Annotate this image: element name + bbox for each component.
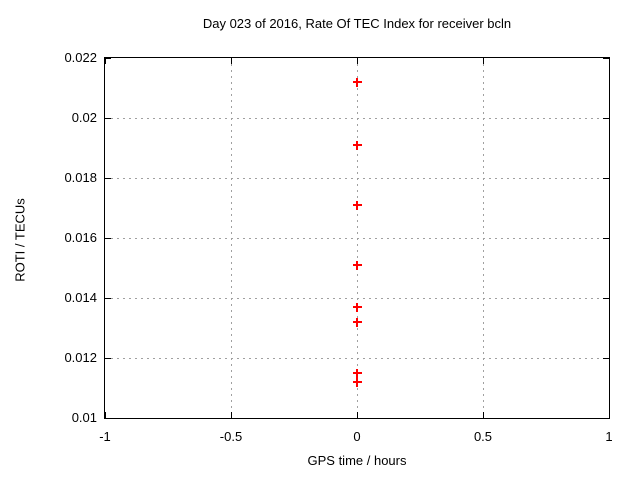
tick-mark bbox=[603, 177, 609, 179]
y-tick-label: 0.014 bbox=[64, 290, 97, 305]
grid-line-vertical bbox=[482, 58, 484, 418]
tick-mark bbox=[603, 117, 609, 119]
tick-mark bbox=[356, 58, 358, 64]
tick-mark bbox=[603, 417, 609, 419]
y-tick-label: 0.018 bbox=[64, 170, 97, 185]
tick-mark bbox=[603, 237, 609, 239]
grid-line-vertical bbox=[356, 58, 358, 418]
tick-mark bbox=[105, 417, 111, 419]
tick-mark bbox=[482, 412, 484, 418]
tick-mark bbox=[105, 117, 111, 119]
data-point-marker bbox=[352, 77, 362, 87]
tick-mark bbox=[105, 357, 111, 359]
plot-area bbox=[104, 57, 610, 419]
y-tick-label: 0.012 bbox=[64, 350, 97, 365]
tick-mark bbox=[603, 357, 609, 359]
data-point-marker bbox=[352, 140, 362, 150]
tick-mark bbox=[104, 58, 106, 64]
data-point-marker bbox=[352, 377, 362, 387]
tick-mark bbox=[230, 58, 232, 64]
tick-mark bbox=[608, 412, 610, 418]
x-tick-label: -1 bbox=[99, 429, 111, 444]
x-tick-label: 0 bbox=[353, 429, 361, 444]
x-tick-label: 0.5 bbox=[473, 429, 493, 444]
tick-mark bbox=[105, 57, 111, 59]
tick-mark bbox=[230, 412, 232, 418]
tick-mark bbox=[105, 177, 111, 179]
y-tick-label: 0.022 bbox=[64, 50, 97, 65]
grid-line-vertical bbox=[230, 58, 232, 418]
data-point-marker bbox=[352, 368, 362, 378]
x-axis-label: GPS time / hours bbox=[307, 453, 407, 468]
x-tick-label: 1 bbox=[605, 429, 613, 444]
chart-title: Day 023 of 2016, Rate Of TEC Index for r… bbox=[202, 16, 512, 31]
tick-mark bbox=[105, 237, 111, 239]
data-point-marker bbox=[352, 317, 362, 327]
tick-mark bbox=[105, 297, 111, 299]
y-tick-label: 0.016 bbox=[64, 230, 97, 245]
data-point-marker bbox=[352, 260, 362, 270]
tick-mark bbox=[356, 412, 358, 418]
tick-mark bbox=[603, 297, 609, 299]
data-point-marker bbox=[352, 200, 362, 210]
tick-mark bbox=[482, 58, 484, 64]
tick-mark bbox=[603, 57, 609, 59]
y-tick-label: 0.02 bbox=[71, 110, 97, 125]
x-tick-label: -0.5 bbox=[219, 429, 243, 444]
y-tick-label: 0.01 bbox=[71, 410, 97, 425]
tick-mark bbox=[608, 58, 610, 64]
tick-mark bbox=[104, 412, 106, 418]
data-point-marker bbox=[352, 302, 362, 312]
